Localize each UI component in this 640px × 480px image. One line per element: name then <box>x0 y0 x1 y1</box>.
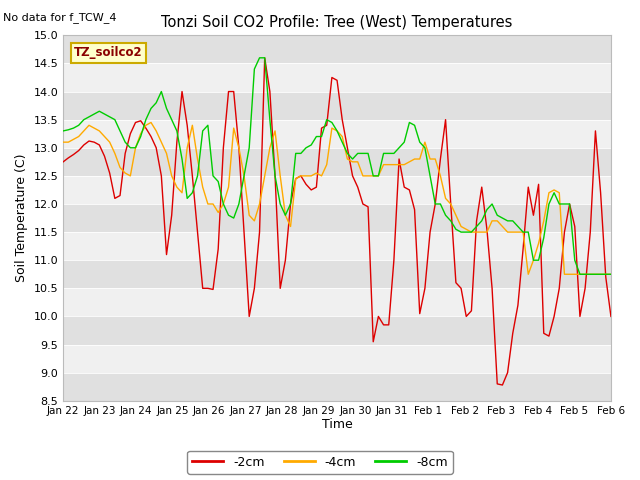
Title: Tonzi Soil CO2 Profile: Tree (West) Temperatures: Tonzi Soil CO2 Profile: Tree (West) Temp… <box>161 15 513 30</box>
Bar <box>63 260 611 288</box>
Bar <box>63 316 611 345</box>
Bar <box>63 63 611 92</box>
Bar <box>63 288 611 316</box>
Bar <box>63 176 611 204</box>
Bar <box>63 204 611 232</box>
Text: TZ_soilco2: TZ_soilco2 <box>74 46 143 60</box>
Bar <box>63 345 611 372</box>
X-axis label: Time: Time <box>322 419 353 432</box>
Bar <box>63 148 611 176</box>
Bar <box>63 36 611 63</box>
Text: No data for f_TCW_4: No data for f_TCW_4 <box>3 12 116 23</box>
Bar <box>63 92 611 120</box>
Legend: -2cm, -4cm, -8cm: -2cm, -4cm, -8cm <box>187 451 453 474</box>
Y-axis label: Soil Temperature (C): Soil Temperature (C) <box>15 154 28 282</box>
Bar <box>63 120 611 148</box>
Bar <box>63 232 611 260</box>
Bar <box>63 372 611 401</box>
